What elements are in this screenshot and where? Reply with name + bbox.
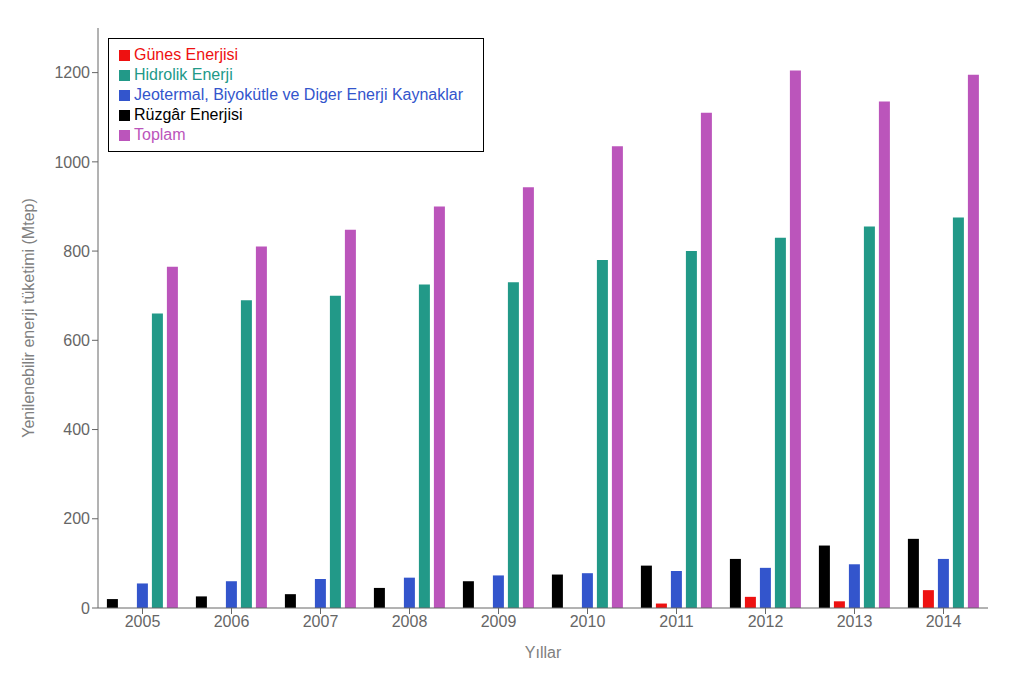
html-text:Rüzgâr Enerjisi: Rüzgâr Enerjisi [134, 106, 243, 123]
svg-text:400: 400 [63, 421, 90, 438]
html-text:Hidrolik Enerji: Hidrolik Enerji [134, 66, 233, 83]
html-text:Günes Enerjisi: Günes Enerjisi [134, 46, 238, 63]
svg-text:800: 800 [63, 243, 90, 260]
svg-text:1200: 1200 [54, 64, 90, 81]
svg-text:2013: 2013 [837, 613, 873, 630]
svg-text:2006: 2006 [214, 613, 250, 630]
svg-text:Yıllar: Yıllar [525, 644, 562, 661]
svg-text:2007: 2007 [303, 613, 339, 630]
svg-text:200: 200 [63, 510, 90, 527]
svg-text:2014: 2014 [926, 613, 962, 630]
svg-text:600: 600 [63, 332, 90, 349]
svg-text:1000: 1000 [54, 154, 90, 171]
svg-text:2009: 2009 [481, 613, 517, 630]
svg-text:2005: 2005 [125, 613, 161, 630]
html-text:Toplam: Toplam [134, 126, 186, 143]
svg-text:2012: 2012 [748, 613, 784, 630]
svg-text:2011: 2011 [659, 613, 694, 630]
svg-text:0: 0 [81, 600, 90, 617]
html-text:Jeotermal, Biyokütle ve Diger: Jeotermal, Biyokütle ve Diger Enerji Kay… [134, 86, 463, 103]
svg-text:2008: 2008 [392, 613, 428, 630]
svg-text:Yenilenebilir enerji tüketimi: Yenilenebilir enerji tüketimi (Mtep) [20, 198, 37, 438]
svg-text:2010: 2010 [570, 613, 606, 630]
